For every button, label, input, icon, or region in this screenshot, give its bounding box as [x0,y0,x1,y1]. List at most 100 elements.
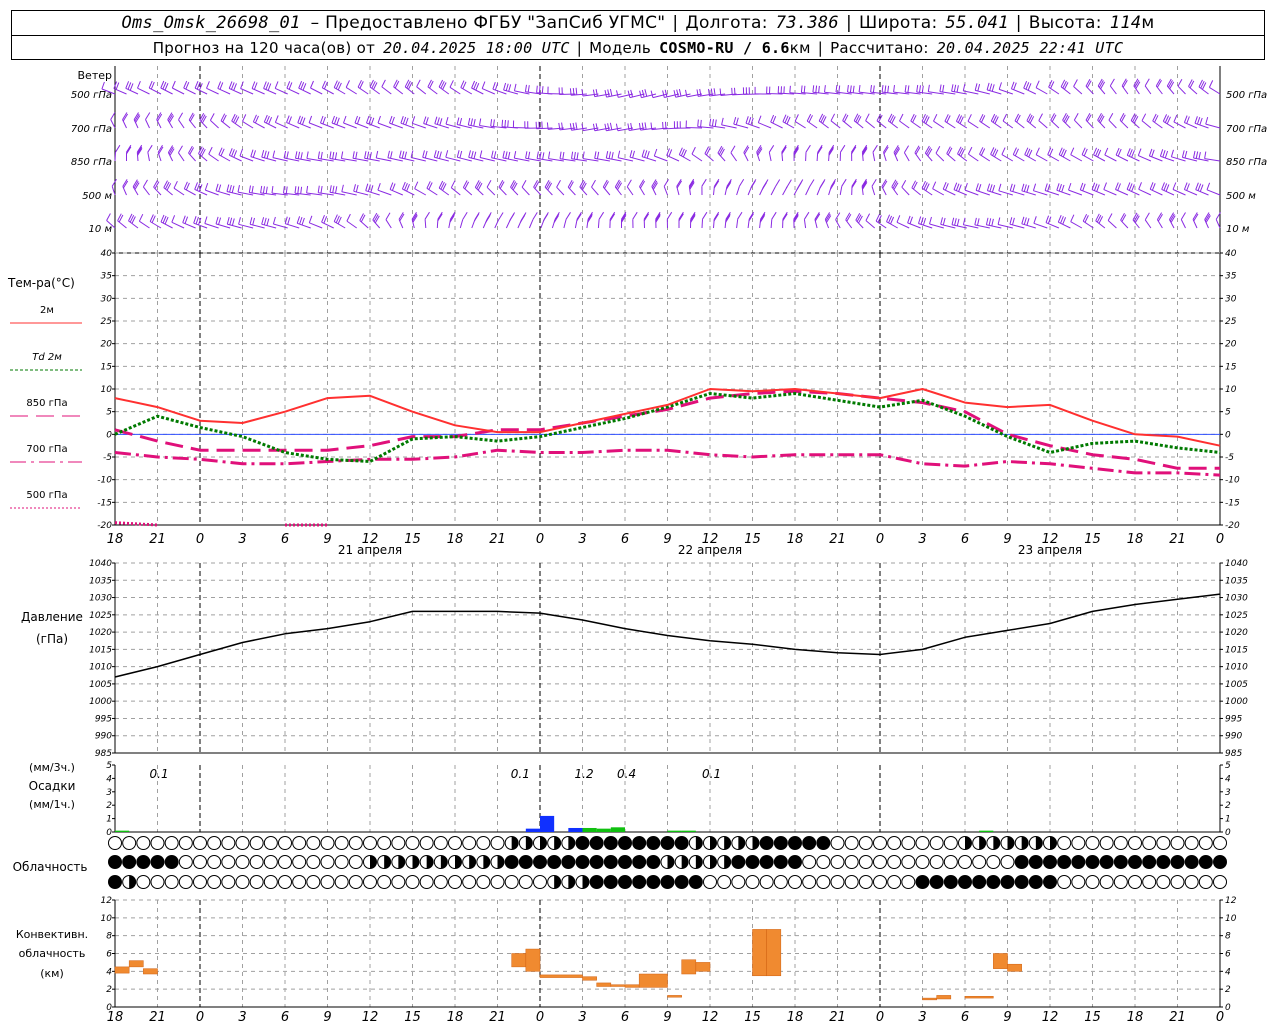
wind-barb [556,186,565,196]
wind-barb-feather [985,217,994,227]
cloud-symbol [603,875,618,889]
wind-barb [427,86,438,95]
wind-barb-feather [228,81,237,91]
wind-barb-feather [1097,112,1105,124]
wind-barb-feather [738,179,745,187]
wind-barbs [101,78,1221,229]
wind-barb-feather [701,178,707,187]
cloud-symbol [1156,855,1171,869]
wind-barb [110,119,116,129]
wind-barb-feather [688,178,695,190]
wind-barb-feather [743,145,750,155]
x-tick-label: 18 [787,532,804,547]
cloud-symbol [306,855,321,869]
cloud-symbol [263,875,278,889]
legend-label-t500: 500 гПа [26,490,67,501]
precip-bar-1h [979,830,994,832]
x-tick-label: 18 [107,1010,124,1024]
wind-barb [145,119,150,129]
wind-barb-feather [1170,149,1174,157]
wind-barb-feather [759,211,766,223]
wind-barb-feather [411,116,416,124]
wind-barb [172,87,185,95]
cloud-symbol [533,875,547,889]
wind-barb-feather [721,117,724,126]
cloud-symbol [476,836,491,850]
x-tick-label: 6 [621,532,629,547]
wind-barb-feather [696,88,702,97]
wind-barb-feather [101,81,105,90]
cloud-symbol-fill [511,836,519,850]
wind-barb-feather [377,115,381,124]
wind-barb-feather [918,216,927,226]
wind-barb [424,219,427,229]
wind-barb-feather [467,117,476,127]
convective-bar [766,929,782,977]
wind-barb-feather [306,151,309,159]
wind-barb-feather [697,119,702,127]
wind-barb-feather [616,90,619,98]
wind-barb [986,224,1002,229]
wind-barb [835,219,841,229]
cloud-symbol [1142,875,1157,889]
wind-barb [372,219,381,229]
wind-barb-feather [592,123,598,131]
x-tick-label: 21 [489,1010,506,1024]
wind-barb-feather [851,178,857,189]
legend-label-td2m: Td 2м [32,352,62,363]
wind-barb [824,91,841,95]
wind-barb-feather [876,113,883,123]
wind-barb [1144,85,1152,95]
model-unit: км [789,38,811,57]
wind-barb-feather [501,119,509,128]
wind-barb-feather [248,185,254,194]
wind-barb [238,223,254,229]
wind-barb-feather [321,80,328,90]
wind-barb-feather [498,179,505,189]
x-tick-label: 9 [1003,532,1011,547]
wind-barb-feather [272,216,276,225]
wind-barb [758,122,772,129]
wind-barb-feather [226,184,235,193]
wind-barb [1194,122,1209,129]
wind-barb-feather [951,217,960,227]
wind-barb [730,152,738,162]
wind-barb-feather [133,112,141,123]
wind-barb-feather [1079,182,1086,191]
wind-barb-feather [886,214,895,225]
cloud-symbol [1170,875,1185,889]
y-tick-label-right: 990 [1225,732,1242,742]
wind-barb-feather [294,186,303,194]
cloud-symbol [1071,875,1086,889]
wind-barb [640,127,657,131]
wind-barb [1033,222,1048,229]
cloud-symbol [816,836,831,850]
pressure-title: Давление [21,610,83,624]
x-tick-label: 9 [1003,1010,1011,1024]
cloud-symbol [646,875,661,889]
cloud-symbol [1156,875,1171,889]
cloud-symbol [108,875,122,889]
cloud-symbol [518,875,533,889]
wind-barb-feather [1161,182,1170,192]
convective-bar [539,974,583,978]
wind-barb [986,89,1002,95]
convective-bar [610,984,626,987]
x-tick-label: 9 [663,532,671,547]
x-tick-label: 0 [1216,1010,1224,1024]
wind-barb-feather [666,148,673,157]
cloud-symbol [547,855,562,869]
wind-barb [626,186,634,196]
cloud-symbol-fill [525,836,533,850]
wind-barb [1033,190,1048,196]
wind-barb-feather [147,144,153,153]
cloud-symbol [873,855,887,869]
wind-barb [205,189,219,196]
wind-barb-feather [1021,216,1030,226]
wind-barb [283,192,300,196]
wind-barb [963,90,979,95]
wind-barb [125,87,139,95]
wind-barb-feather [393,79,400,89]
cloud-symbol [1113,875,1128,889]
wind-barb [1107,220,1117,229]
